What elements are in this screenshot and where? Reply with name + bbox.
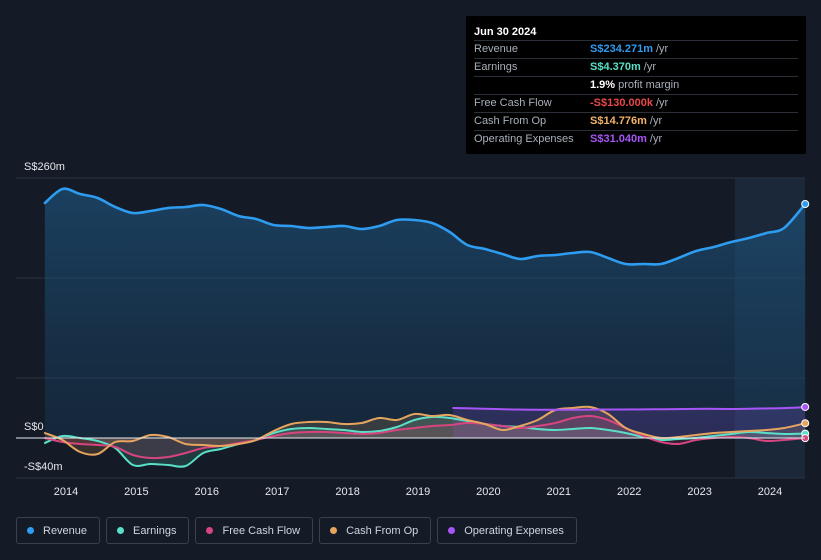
line-revenue	[43, 187, 807, 266]
legend-item-operating-expenses[interactable]: Operating Expenses	[437, 517, 577, 544]
legend-dot-icon	[448, 527, 456, 534]
legend-label: Revenue	[43, 524, 88, 537]
tooltip-rows: Revenue S$234.271m/yr Earnings S$4.370m/yr 1…	[474, 40, 798, 148]
tooltip-label: Earnings	[474, 61, 518, 73]
lines	[16, 187, 810, 468]
tooltip-value: 1.9%	[590, 79, 616, 91]
legend-dot-icon	[330, 527, 338, 534]
y-label: -S$40m	[24, 461, 63, 473]
tooltip-value: S$14.776m	[590, 115, 647, 127]
tooltip-unit: /yr	[649, 115, 663, 127]
tooltip-row: Free Cash Flow -S$130.000k/yr	[474, 94, 798, 112]
tooltip-label: Revenue	[474, 43, 519, 55]
tooltip: Jun 30 2024 Revenue S$234.271m/yr Earnings…	[466, 16, 806, 154]
tooltip-row: 1.9% profit margin	[474, 76, 798, 94]
legend-item-revenue[interactable]: Revenue	[16, 517, 101, 544]
areas	[44, 188, 806, 467]
legend-label: Free Cash Flow	[222, 524, 301, 537]
tooltip-value: S$31.040m	[590, 133, 647, 145]
tooltip-unit: /yr	[649, 133, 663, 145]
tooltip-label	[474, 77, 590, 94]
tooltip-unit: /yr	[643, 61, 656, 73]
legend: Revenue Earnings Free Cash Flow Cash From O…	[16, 517, 577, 544]
line-operating-expenses	[452, 406, 807, 411]
endpoint-cash-from-op	[801, 419, 810, 428]
tooltip-row: Operating Expenses S$31.040m/yr	[474, 130, 798, 148]
tooltip-value: S$234.271m	[590, 43, 653, 55]
tooltip-date: Jun 30 2024	[474, 26, 537, 38]
tooltip-label: Free Cash Flow	[474, 97, 552, 109]
tooltip-row: Revenue S$234.271m/yr	[474, 40, 798, 58]
x-tick-label: 2015	[124, 486, 148, 498]
legend-label: Cash From Op	[346, 524, 419, 537]
endpoint-revenue	[801, 200, 810, 208]
x-tick-label: 2019	[406, 486, 430, 498]
tooltip-unit: /yr	[656, 97, 669, 109]
legend-dot-icon	[27, 527, 34, 534]
x-tick-label: 2023	[687, 486, 711, 498]
x-tick-label: 2016	[195, 486, 219, 498]
area-revenue	[44, 188, 806, 438]
tooltip-row: Earnings S$4.370m/yr	[474, 58, 798, 76]
endpoint-operating-expenses	[801, 402, 810, 411]
legend-dot-icon	[206, 527, 214, 534]
x-tick-label: 2020	[476, 486, 500, 498]
legend-label: Operating Expenses	[464, 524, 564, 537]
legend-item-free-cash-flow[interactable]: Free Cash Flow	[195, 517, 314, 544]
x-tick-label: 2022	[617, 486, 641, 498]
line-earnings	[43, 415, 807, 468]
area-free-cash-flow	[44, 415, 806, 459]
y-label: S$0	[24, 421, 44, 433]
x-tick-label: 2017	[265, 486, 289, 498]
x-tick-label: 2014	[54, 486, 78, 498]
line-cash-from-op	[43, 405, 807, 456]
legend-item-earnings[interactable]: Earnings	[106, 517, 190, 544]
tooltip-value: S$4.370m	[590, 61, 641, 73]
legend-label: Earnings	[133, 524, 177, 537]
legend-item-cash-from-op[interactable]: Cash From Op	[319, 517, 432, 544]
x-tick-label: 2024	[758, 486, 782, 498]
tooltip-label: Cash From Op	[474, 115, 547, 127]
y-label: S$260m	[24, 161, 65, 173]
tooltip-unit: profit margin	[618, 79, 680, 91]
y-axis-labels: S$260m S$0 -S$40m	[24, 161, 65, 473]
tooltip-label: Operating Expenses	[474, 133, 574, 145]
tooltip-row: Cash From Op S$14.776m/yr	[474, 112, 798, 130]
x-axis-labels: 2014 2015 2016 2017 2018 2019 2020 2021 2022 2023…	[54, 486, 782, 498]
x-tick-label: 2021	[547, 486, 571, 498]
tooltip-unit: /yr	[656, 43, 669, 55]
tooltip-value: -S$130.000k	[590, 97, 653, 109]
x-tick-label: 2018	[335, 486, 359, 498]
line-free-cash-flow	[43, 414, 807, 460]
legend-dot-icon	[117, 527, 125, 534]
